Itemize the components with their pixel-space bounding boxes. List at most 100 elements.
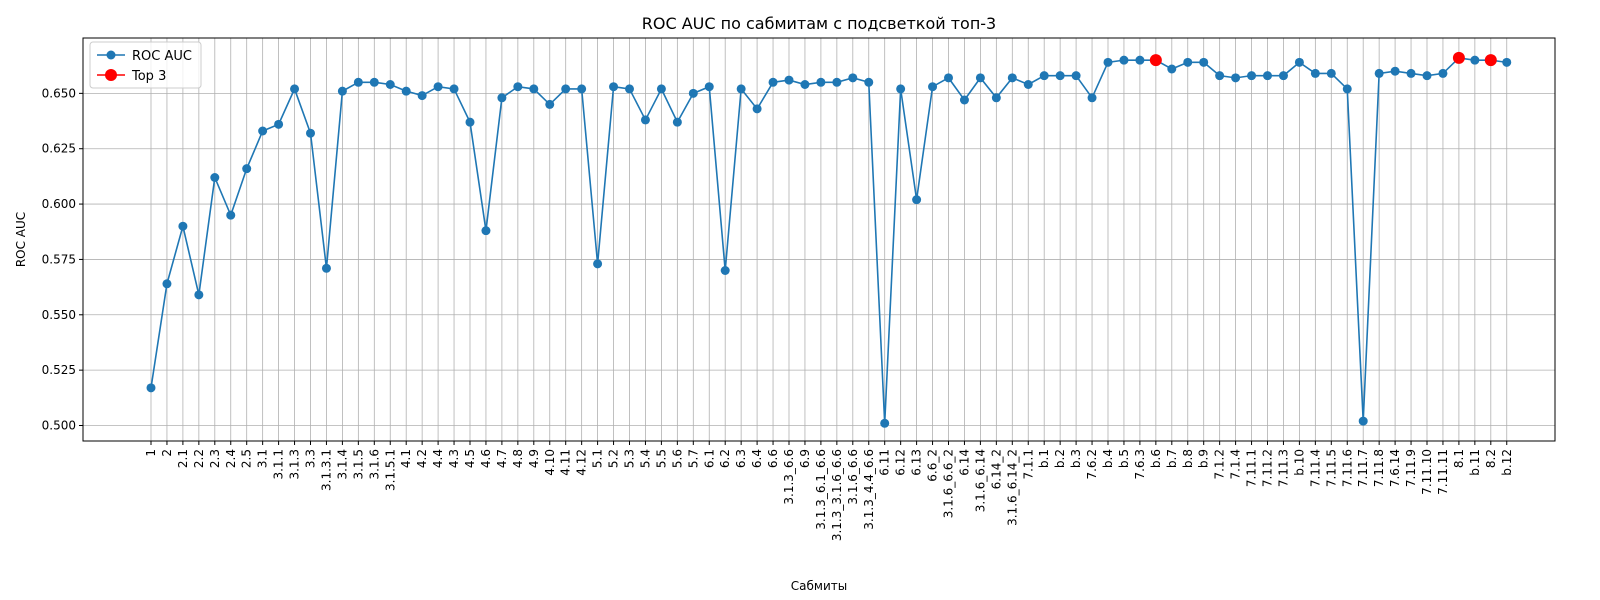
roc-auc-point [880,418,890,428]
y-tick-label: 0.625 [42,142,76,156]
roc-auc-point [672,117,682,127]
roc-auc-point [1087,93,1097,103]
x-tick-label: 7.11.8 [1372,449,1386,487]
roc-auc-point [1007,73,1017,83]
x-tick-label: 2.3 [208,449,222,468]
x-tick-label: 7.11.2 [1261,449,1275,487]
x-tick-label: 3.1.5.1 [383,449,397,491]
roc-auc-point [1135,55,1145,65]
x-tick-label: 3.1.3 [288,449,302,480]
x-tick-label: 3.3 [304,449,318,468]
y-tick-label: 0.575 [42,252,76,266]
roc-auc-point [1231,73,1241,83]
roc-auc-point [1055,71,1065,81]
x-tick-label: 6.11 [878,449,892,476]
x-tick-label: 4.12 [575,449,589,476]
x-tick-label: 7.11.1 [1245,449,1259,487]
x-tick-label: 5.4 [638,449,652,468]
y-axis-label: ROC AUC [14,212,28,267]
x-tick-label: 8.2 [1484,449,1498,468]
y-tick-label: 0.600 [42,197,76,211]
x-tick-label: 6.12 [894,449,908,476]
roc-auc-point [353,77,363,87]
x-tick-label: 5.6 [670,449,684,468]
roc-auc-point [577,84,587,94]
x-tick-label: 3.1.6_6.14 [973,449,987,512]
roc-auc-point [306,128,315,138]
roc-auc-point [656,84,666,94]
roc-auc-point [465,117,475,127]
x-tick-label: 2 [160,449,174,457]
x-tick-label: 6.13 [910,449,924,476]
roc-auc-point [162,279,172,289]
roc-auc-point [1342,84,1352,94]
chart-title: ROC AUC по сабмитам с подсветкой топ-3 [642,14,996,33]
x-tick-label: 7.11.11 [1436,449,1450,495]
x-tick-label: 5.2 [607,449,621,468]
x-tick-label: 4.11 [559,449,573,476]
x-tick-label: 4.3 [447,449,461,468]
x-tick-label: b.11 [1468,449,1482,476]
roc-auc-point [944,73,953,83]
x-tick-label: 3.1.1 [272,449,286,480]
x-tick-label: 6.6_2 [926,449,940,482]
y-tick-label: 0.650 [42,86,76,100]
x-tick-label: 3.1.6 [367,449,381,480]
x-tick-label: 3.1.3.1 [319,449,333,491]
roc-auc-point [545,99,555,109]
roc-auc-point [1278,71,1288,81]
x-tick-label: 1 [144,449,158,457]
x-tick-label: 2.4 [224,449,238,468]
top-3-point [1149,54,1162,67]
x-tick-label: 6.3 [734,449,748,468]
x-tick-label: 7.6.14 [1388,449,1402,487]
roc-auc-point [896,84,906,94]
legend-box [89,41,202,89]
roc-auc-point [226,210,236,220]
roc-auc-point [1310,68,1320,78]
x-tick-label: 6.14 [957,449,971,476]
x-tick-label: b.10 [1292,449,1306,476]
x-tick-label: 7.6.2 [1085,449,1099,480]
roc-auc-point [1470,55,1480,65]
x-tick-label: 3.1.3_6.6 [782,449,796,505]
roc-auc-point [625,84,634,94]
roc-auc-point [784,75,794,85]
roc-auc-point [497,93,507,103]
roc-auc-point [178,221,188,231]
roc-auc-point [959,95,969,105]
x-tick-label: 8.1 [1452,449,1466,468]
x-tick-label: 5.3 [623,449,637,468]
roc-auc-point [848,73,858,83]
roc-auc-point [1247,71,1257,81]
roc-auc-point [1358,416,1368,426]
x-axis-ticks: 1 2 2.1 2.2 2.3 2.4 2.5 3.1 3.1.1 3.1.3 3.3 3.1.3.1… [144,441,1514,541]
roc-auc-point [1438,68,1448,78]
roc-auc-point [928,82,938,92]
x-tick-label: 6.9 [798,449,812,468]
roc-auc-point [975,73,985,83]
x-tick-label: 5.7 [686,449,700,468]
roc-auc-point [1390,66,1400,76]
roc-auc-point [1294,57,1304,67]
x-tick-label: 4.6 [479,449,493,468]
roc-auc-point [337,86,347,96]
roc-auc-point [1039,71,1049,81]
x-tick-label: b.4 [1101,449,1115,468]
x-tick-label: b.5 [1117,449,1131,468]
roc-auc-point [242,164,252,174]
x-axis-label: Сабмиты [791,579,847,593]
x-tick-label: 6.4 [750,449,764,468]
y-tick-label: 0.525 [42,363,76,377]
x-tick-label: 7.11.10 [1420,449,1434,495]
roc-auc-point [274,119,284,129]
x-tick-label: 7.11.7 [1356,449,1370,487]
roc-auc-point [385,80,395,89]
x-tick-label: 5.5 [654,449,668,468]
roc-auc-point [1326,68,1336,78]
roc-auc-point [864,77,874,87]
roc-auc-point [1406,68,1416,78]
y-tick-label: 0.500 [42,419,76,433]
x-tick-label: 3.1 [256,449,270,468]
